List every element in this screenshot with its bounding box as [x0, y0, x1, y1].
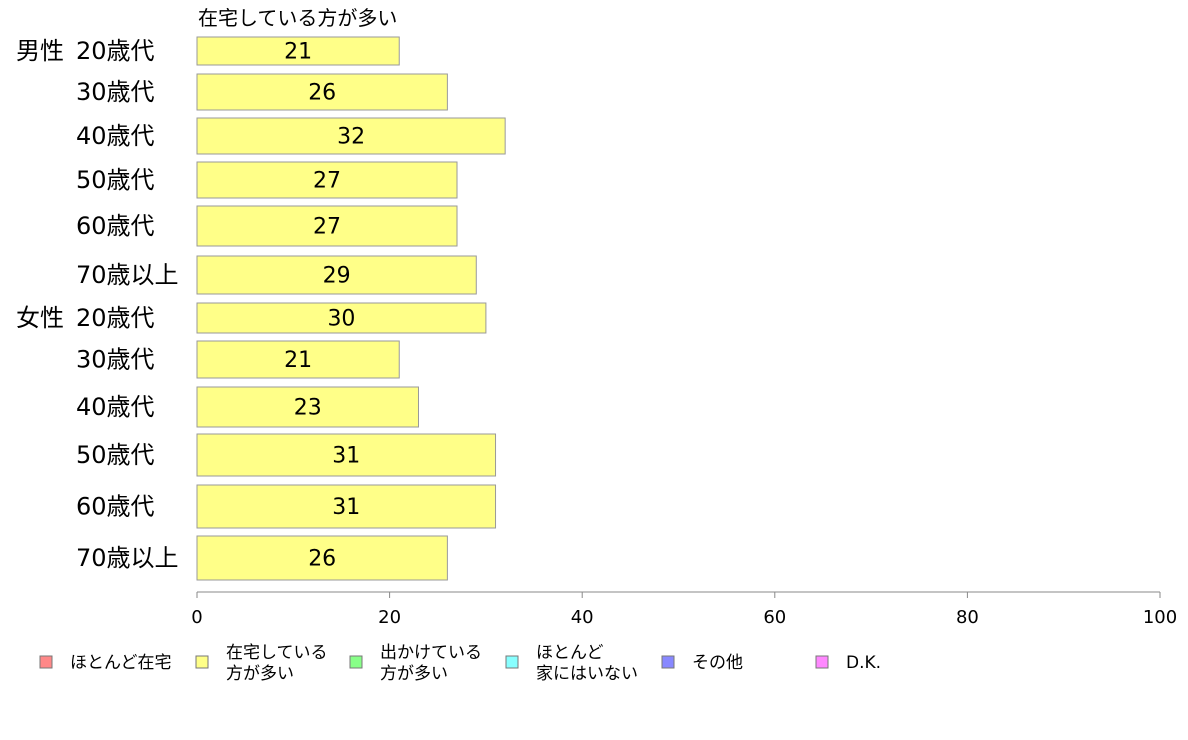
bar — [196, 340, 400, 379]
legend-swatch — [195, 655, 209, 669]
bar — [196, 433, 497, 477]
bar — [196, 386, 419, 428]
category-label: 20歳代 — [76, 37, 155, 65]
category-label: 70歳以上 — [76, 261, 179, 289]
bar — [196, 161, 458, 199]
x-tick-label: 20 — [378, 607, 401, 628]
category-label: 60歳代 — [76, 493, 155, 521]
legend-swatch — [815, 655, 829, 669]
bar-value-label: 31 — [332, 495, 360, 520]
legend-label: ほとんど — [536, 643, 604, 663]
bar-value-label: 30 — [327, 307, 355, 332]
category-label: 40歳代 — [76, 393, 155, 421]
series-title: 在宅している方が多い — [198, 6, 397, 30]
legend-swatch — [349, 655, 363, 669]
bar-value-label: 26 — [308, 547, 336, 572]
legend-swatch — [505, 655, 519, 669]
bar-value-label: 32 — [337, 125, 365, 150]
bar — [196, 205, 458, 247]
bar-value-label: 26 — [308, 81, 336, 106]
legend-label: 方が多い — [226, 664, 294, 684]
legend-label: ほとんど在宅 — [70, 653, 172, 673]
x-tick-label: 0 — [191, 607, 202, 628]
x-tick-label: 60 — [763, 607, 786, 628]
category-label: 50歳代 — [76, 166, 155, 194]
legend-swatch — [39, 655, 53, 669]
legend-label: D.K. — [846, 653, 881, 673]
bar — [196, 73, 448, 111]
x-tick-label: 80 — [956, 607, 979, 628]
bar — [196, 117, 506, 155]
category-label: 60歳代 — [76, 212, 155, 240]
category-label: 70歳以上 — [76, 544, 179, 572]
group-label: 男性 — [16, 37, 64, 65]
legend-swatch — [661, 655, 675, 669]
legend-label: 出かけている — [380, 643, 482, 663]
x-tick-label: 100 — [1143, 607, 1177, 628]
x-axis: 0 20 40 60 80 100 — [191, 591, 1177, 628]
category-label: 40歳代 — [76, 122, 155, 150]
bar-value-label: 23 — [294, 396, 322, 421]
legend-label: その他 — [692, 653, 743, 673]
legend-label: 在宅している — [226, 643, 328, 663]
bar — [196, 36, 400, 66]
legend-label: 方が多い — [380, 664, 448, 684]
bar-value-label: 21 — [284, 348, 312, 373]
bar-value-label: 29 — [323, 264, 351, 289]
bar-value-label: 31 — [332, 444, 360, 469]
category-label: 50歳代 — [76, 441, 155, 469]
bar-value-label: 21 — [284, 40, 312, 65]
bar — [196, 302, 487, 334]
bar — [196, 484, 497, 529]
category-label: 30歳代 — [76, 346, 155, 374]
bar-value-label: 27 — [313, 169, 341, 194]
bar — [196, 255, 477, 295]
bar-value-label: 27 — [313, 215, 341, 240]
category-label: 20歳代 — [76, 304, 155, 332]
group-label: 女性 — [16, 304, 64, 332]
category-label: 30歳代 — [76, 78, 155, 106]
legend-label: 家にはいない — [536, 664, 638, 684]
x-tick-label: 40 — [571, 607, 594, 628]
bar — [196, 535, 448, 581]
